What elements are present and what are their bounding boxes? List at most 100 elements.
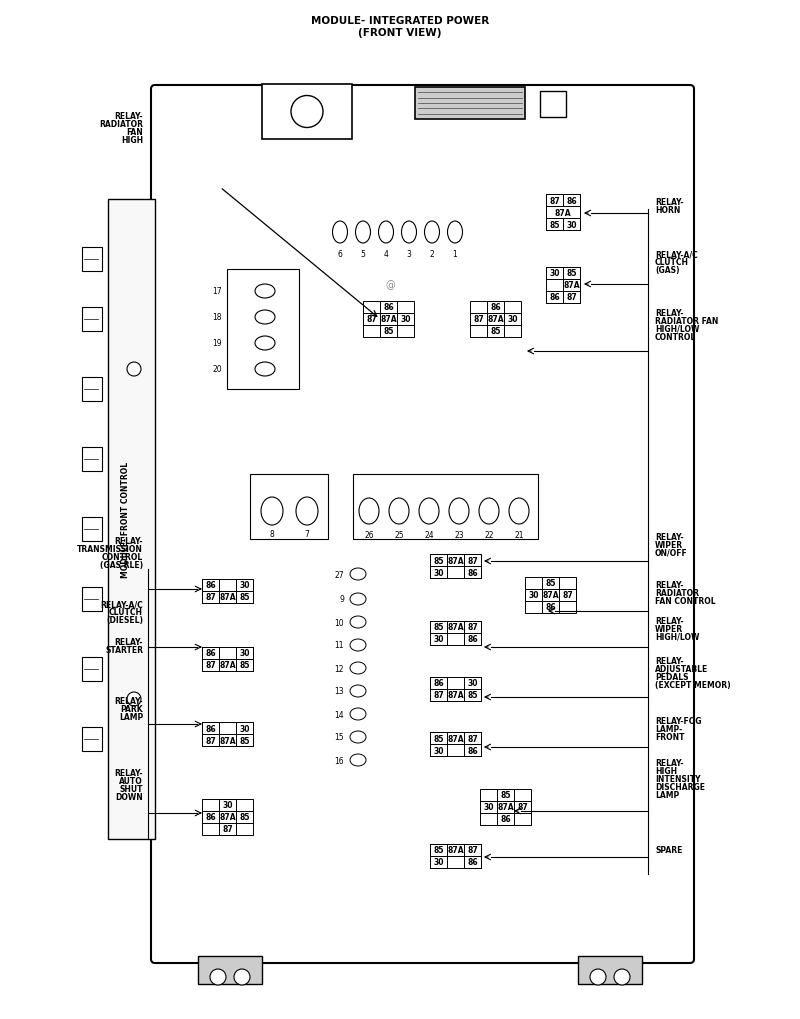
Bar: [470, 314, 487, 326]
Circle shape: [210, 969, 226, 985]
Bar: [464, 678, 481, 689]
Text: AUTO: AUTO: [119, 776, 143, 786]
Text: 16: 16: [334, 756, 344, 764]
Text: 7: 7: [305, 530, 310, 538]
Text: 86: 86: [549, 293, 560, 303]
Text: 86: 86: [467, 635, 478, 644]
Text: 20: 20: [212, 365, 222, 374]
Bar: [82, 728, 102, 751]
Text: CLUTCH: CLUTCH: [109, 607, 143, 616]
Text: 87: 87: [366, 315, 377, 324]
Text: 87A: 87A: [542, 591, 559, 600]
Text: TRANSMISSION: TRANSMISSION: [77, 544, 143, 553]
Text: 87: 87: [467, 734, 478, 743]
Text: LAMP-: LAMP-: [655, 725, 682, 734]
Ellipse shape: [389, 498, 409, 525]
Text: HIGH: HIGH: [655, 766, 677, 775]
Text: RELAY-A/C: RELAY-A/C: [655, 250, 698, 259]
Text: SHUT: SHUT: [119, 785, 143, 793]
Ellipse shape: [350, 754, 366, 766]
Text: 87A: 87A: [219, 661, 236, 669]
Bar: [546, 219, 563, 230]
Text: RELAY-A/C: RELAY-A/C: [100, 599, 143, 608]
Text: MODULE- INTEGRATED POWER: MODULE- INTEGRATED POWER: [311, 16, 489, 25]
Text: 85: 85: [239, 736, 250, 745]
Text: 22: 22: [484, 531, 494, 539]
Ellipse shape: [350, 662, 366, 675]
Text: 9: 9: [339, 595, 344, 604]
Ellipse shape: [255, 311, 275, 325]
Bar: [82, 587, 102, 611]
Text: FAN CONTROL: FAN CONTROL: [655, 596, 716, 605]
Ellipse shape: [255, 363, 275, 377]
Text: 85: 85: [239, 593, 250, 602]
Text: RELAY-: RELAY-: [655, 198, 683, 207]
Bar: [430, 567, 447, 579]
Text: 86: 86: [467, 858, 478, 866]
Bar: [542, 601, 559, 613]
Bar: [487, 326, 504, 337]
Text: 86: 86: [545, 603, 556, 611]
Circle shape: [590, 969, 606, 985]
Text: 87: 87: [222, 824, 233, 834]
Text: 30: 30: [239, 581, 250, 590]
Ellipse shape: [402, 222, 417, 244]
Ellipse shape: [350, 639, 366, 651]
Bar: [546, 207, 580, 219]
Text: 87: 87: [517, 803, 528, 812]
Bar: [82, 248, 102, 272]
Text: 87: 87: [433, 691, 444, 700]
Text: 86: 86: [566, 197, 577, 205]
Text: 87: 87: [549, 197, 560, 205]
Text: 85: 85: [434, 734, 444, 743]
Text: RELAY-: RELAY-: [655, 758, 683, 767]
Bar: [447, 689, 464, 701]
Text: 30: 30: [239, 649, 250, 658]
Bar: [546, 268, 580, 304]
Text: 1: 1: [453, 250, 458, 259]
Text: 87: 87: [562, 591, 573, 600]
Circle shape: [234, 969, 250, 985]
Text: 87A: 87A: [487, 315, 504, 324]
Bar: [430, 622, 447, 634]
Bar: [380, 326, 397, 337]
Bar: [202, 659, 219, 672]
Text: 86: 86: [490, 304, 501, 312]
Text: 87: 87: [205, 593, 216, 602]
Text: 12: 12: [334, 663, 344, 673]
Text: 85: 85: [239, 661, 250, 669]
Bar: [353, 475, 538, 539]
Text: 85: 85: [490, 327, 501, 336]
Text: 87: 87: [205, 736, 216, 745]
Bar: [430, 844, 447, 856]
Text: 86: 86: [467, 568, 478, 577]
Bar: [578, 956, 642, 984]
Bar: [236, 722, 253, 735]
Bar: [363, 302, 414, 337]
Bar: [464, 554, 481, 567]
Ellipse shape: [296, 497, 318, 526]
Bar: [236, 580, 253, 591]
Text: 87A: 87A: [563, 281, 580, 290]
Text: 85: 85: [467, 691, 478, 700]
Text: 85: 85: [434, 846, 444, 855]
Bar: [202, 722, 253, 746]
Ellipse shape: [350, 732, 366, 743]
Text: 14: 14: [334, 710, 344, 718]
Text: RADIATOR FAN: RADIATOR FAN: [655, 317, 718, 326]
Text: 6: 6: [338, 250, 342, 259]
Bar: [82, 447, 102, 472]
Ellipse shape: [350, 686, 366, 697]
Text: 87A: 87A: [219, 736, 236, 745]
Ellipse shape: [255, 284, 275, 299]
Bar: [447, 733, 464, 744]
Text: 30: 30: [239, 723, 250, 733]
Bar: [514, 801, 531, 813]
Bar: [236, 659, 253, 672]
Text: STARTER: STARTER: [105, 645, 143, 654]
Ellipse shape: [449, 498, 469, 525]
Text: 86: 86: [383, 304, 394, 312]
Bar: [236, 591, 253, 603]
Bar: [430, 733, 447, 744]
Bar: [487, 302, 504, 314]
